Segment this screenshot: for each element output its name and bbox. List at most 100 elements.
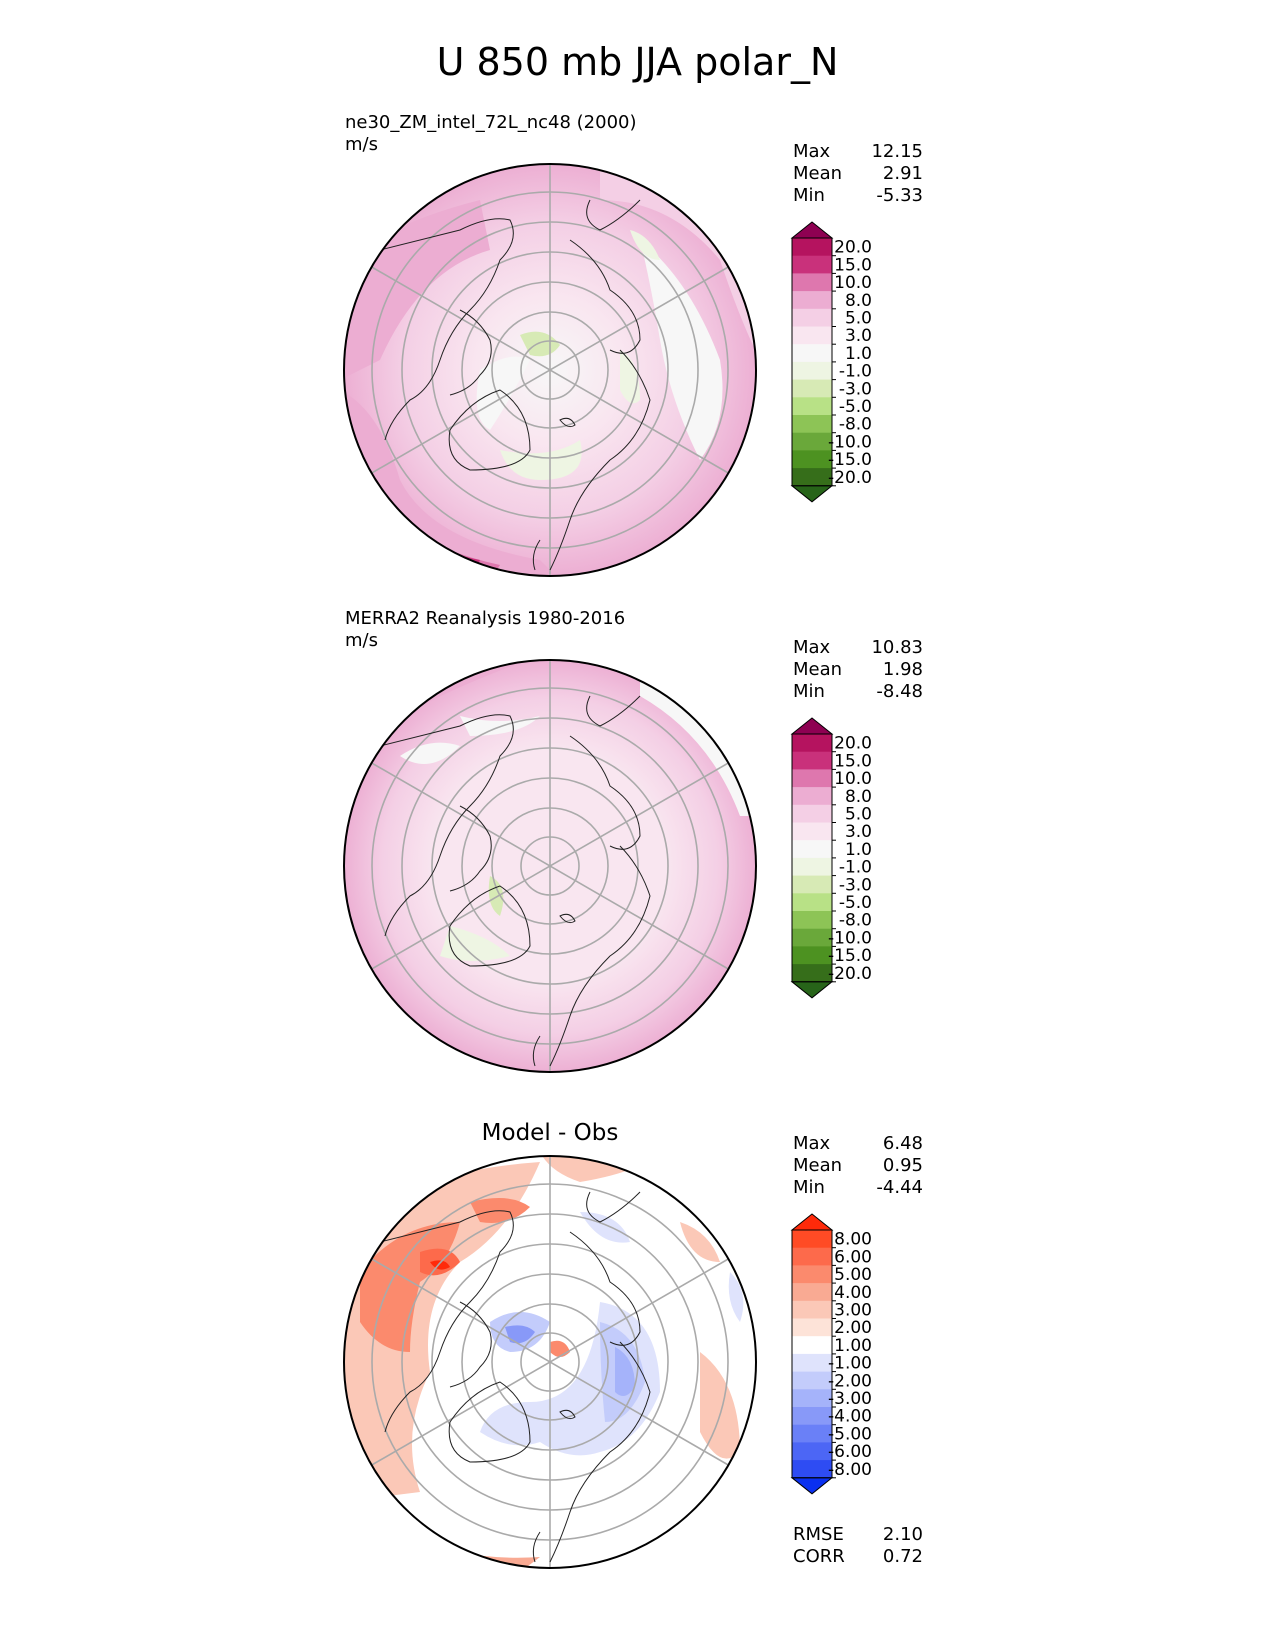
stat-label: Min	[793, 681, 825, 702]
colorbar-segment	[792, 875, 832, 894]
colorbar-extend-min	[790, 1477, 834, 1495]
colorbar-tick-label: -10.0	[828, 928, 872, 948]
colorbar-segment	[792, 1389, 832, 1408]
colorbar-segment	[792, 751, 832, 770]
colorbar-tick-label: -5.0	[839, 397, 872, 417]
colorbar-tick-label: -8.0	[839, 415, 872, 435]
stat-value: -8.48	[876, 681, 923, 702]
colorbar-tick-label: 5.00	[834, 1265, 872, 1285]
colorbar-segment	[792, 379, 832, 398]
panel-2-units: m/s	[345, 630, 378, 651]
colorbar-tick-label: 20.0	[834, 238, 872, 258]
colorbar-segment	[792, 787, 832, 806]
panel-1-labels: ne30_ZM_intel_72L_nc48 (2000) m/s	[345, 112, 637, 156]
stat-value: 2.91	[882, 163, 923, 184]
colorbar-3: 8.006.005.004.003.002.001.00-1.00-2.00-3…	[790, 1213, 872, 1495]
stat-value: 10.83	[871, 637, 923, 658]
colorbar-tick-label: -3.0	[839, 379, 872, 399]
colorbar-segment	[792, 911, 832, 930]
colorbar-segment	[792, 1442, 832, 1461]
colorbar-extend-max	[790, 1213, 834, 1231]
panel-1-stats: Max 12.15 Mean 2.91 Min -5.33	[793, 141, 923, 207]
colorbar-segment	[792, 273, 832, 292]
colorbar-tick-label: -2.00	[828, 1371, 872, 1391]
colorbar-tick-label: 15.0	[834, 751, 872, 771]
colorbar-tick-label: -1.0	[839, 858, 872, 878]
stat-label: Min	[793, 185, 825, 206]
colorbar-extend-min	[790, 981, 834, 999]
stat-label: Mean	[793, 163, 843, 184]
colorbar-tick-label: -8.00	[828, 1460, 872, 1480]
figure-title: U 850 mb JJA polar_N	[436, 40, 839, 84]
colorbar-segment	[792, 1318, 832, 1337]
colorbar-segment	[792, 840, 832, 859]
colorbar-tick-label: 10.0	[834, 273, 872, 293]
stat-value: 6.48	[882, 1133, 923, 1154]
colorbar-tick-label: -1.00	[828, 1354, 872, 1374]
colorbar-segment	[792, 964, 832, 983]
colorbar-segment	[792, 734, 832, 753]
colorbar-segment	[792, 893, 832, 912]
colorbar-tick-label: -20.0	[828, 964, 872, 984]
colorbar-tick-label: 20.0	[834, 734, 872, 754]
colorbar-tick-label: 4.00	[834, 1283, 872, 1303]
panel-2-stats: Max 10.83 Mean 1.98 Min -8.48	[793, 637, 923, 703]
colorbar-segment	[792, 291, 832, 310]
colorbar-segment	[792, 361, 832, 381]
colorbar-segment	[792, 468, 832, 487]
colorbar-tick-label: -5.0	[839, 893, 872, 913]
stat-label: Min	[793, 1177, 825, 1198]
colorbar-tick-label: 8.0	[845, 787, 872, 807]
colorbar-tick-label: 6.00	[834, 1247, 872, 1267]
colorbar-extend-max	[790, 221, 834, 239]
colorbar-extend-min	[790, 485, 834, 503]
colorbar-segment	[792, 1247, 832, 1266]
panel-3-stats: Max 6.48 Mean 0.95 Min -4.44	[793, 1133, 923, 1199]
colorbar-segment	[792, 255, 832, 274]
colorbar-tick-label: -10.0	[828, 432, 872, 452]
colorbar-tick-label: 1.00	[834, 1336, 872, 1356]
colorbar-tick-label: 3.0	[845, 326, 872, 346]
stat-label: Mean	[793, 1155, 843, 1176]
colorbar-tick-label: -4.00	[828, 1407, 872, 1427]
colorbar-tick-label: 3.0	[845, 822, 872, 842]
panel-2-name: MERRA2 Reanalysis 1980-2016	[345, 608, 626, 629]
stat-label: Max	[793, 141, 831, 162]
colorbar-segment	[792, 1265, 832, 1284]
colorbar-segment	[792, 308, 832, 327]
stat-label: Max	[793, 637, 831, 658]
colorbar-segment	[792, 1460, 832, 1479]
panel-3-extra-stats: RMSE 2.10 CORR 0.72	[793, 1524, 923, 1568]
colorbar-segment	[792, 804, 832, 823]
stat-value: -4.44	[876, 1177, 923, 1198]
colorbar-tick-label: 3.00	[834, 1301, 872, 1321]
colorbar-tick-label: 2.00	[834, 1318, 872, 1338]
colorbar-tick-label: -3.00	[828, 1389, 872, 1409]
colorbar-1: 20.015.010.08.05.03.01.0-1.0-3.0-5.0-8.0…	[790, 221, 872, 503]
colorbar-segment	[792, 1300, 832, 1319]
colorbar-segment	[792, 344, 832, 363]
colorbar-segment	[792, 1353, 832, 1373]
colorbar-tick-label: 15.0	[834, 255, 872, 275]
polar-map-1	[343, 163, 757, 577]
colorbar-segment	[792, 450, 832, 469]
stat-label: Mean	[793, 659, 843, 680]
colorbar-tick-label: 1.0	[845, 344, 872, 364]
colorbar-tick-label: 10.0	[834, 769, 872, 789]
colorbar-segment	[792, 1283, 832, 1302]
panel-3-title: Model - Obs	[481, 1120, 619, 1146]
colorbar-segment	[792, 1336, 832, 1355]
colorbar-segment	[792, 769, 832, 788]
colorbar-segment	[792, 928, 832, 947]
stat-label: CORR	[793, 1546, 845, 1567]
stat-value: 0.95	[882, 1155, 923, 1176]
colorbar-segment	[792, 946, 832, 965]
colorbar-extend-max	[790, 717, 834, 735]
stat-label: Max	[793, 1133, 831, 1154]
colorbar-segment	[792, 1407, 832, 1426]
colorbar-tick-label: 1.0	[845, 840, 872, 860]
polar-map-3	[343, 1155, 757, 1569]
colorbar-tick-label: 8.00	[834, 1230, 872, 1250]
panel-2-labels: MERRA2 Reanalysis 1980-2016 m/s	[345, 608, 625, 652]
colorbar-tick-label: -1.0	[839, 362, 872, 382]
